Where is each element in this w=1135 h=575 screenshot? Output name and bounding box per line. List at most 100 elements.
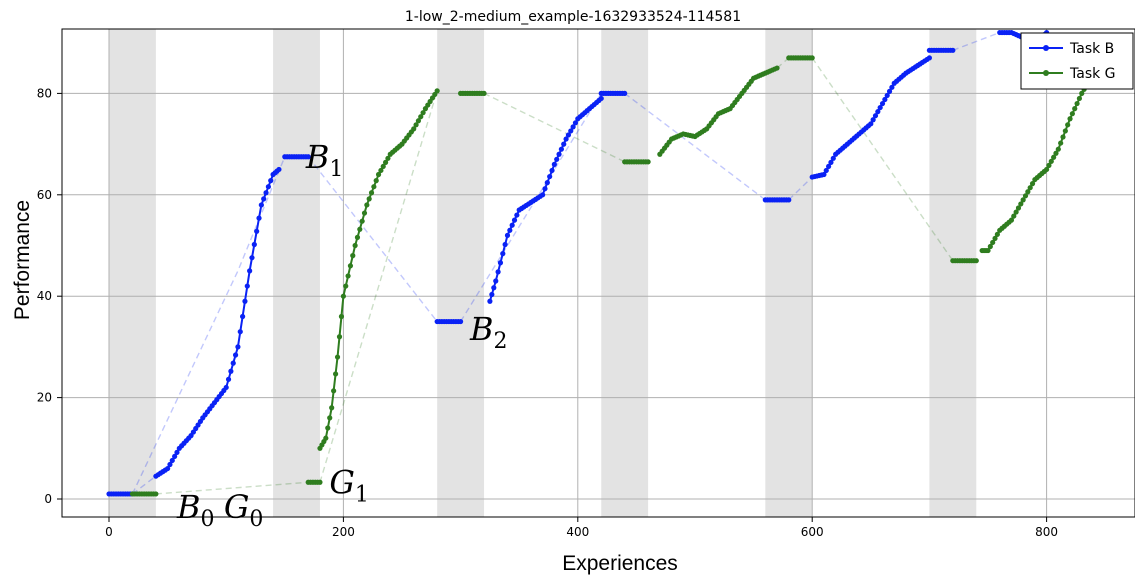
series-point xyxy=(336,334,343,340)
shaded-band xyxy=(109,29,156,517)
series-point xyxy=(276,166,282,173)
series-point xyxy=(172,453,178,460)
legend-marker xyxy=(1043,45,1049,51)
series-point xyxy=(823,167,829,174)
series-point xyxy=(549,167,555,174)
series-line xyxy=(319,90,438,449)
series-point xyxy=(327,415,333,421)
series-point xyxy=(165,465,171,472)
legend-label: Task G xyxy=(1069,66,1116,82)
series-point xyxy=(263,190,269,196)
series-point xyxy=(1074,100,1080,107)
series-point xyxy=(329,405,335,411)
series-point xyxy=(305,154,311,160)
series-point xyxy=(380,163,386,170)
series-point xyxy=(242,298,248,304)
series-point xyxy=(622,90,628,96)
grid-lines xyxy=(62,29,1135,517)
annotation-label: G0 xyxy=(224,488,264,532)
series-point xyxy=(950,47,956,53)
series-point xyxy=(973,258,979,264)
series-point xyxy=(1046,162,1052,168)
series-point xyxy=(493,278,499,284)
series-point xyxy=(774,65,780,71)
shaded-bands xyxy=(109,29,977,517)
series-point xyxy=(167,461,173,468)
series-point xyxy=(514,212,520,218)
series-point xyxy=(364,202,370,208)
series-point xyxy=(1079,90,1085,96)
series-point xyxy=(830,155,836,161)
shaded-band xyxy=(765,29,813,517)
series-point xyxy=(361,210,368,216)
legend-box xyxy=(1020,32,1134,90)
series-point xyxy=(500,251,506,257)
series-point xyxy=(875,109,881,115)
series-point xyxy=(1065,122,1071,128)
series-point xyxy=(334,354,341,360)
series-point xyxy=(1013,209,1019,215)
series-point xyxy=(371,184,377,190)
series-point xyxy=(509,222,515,228)
series-point xyxy=(497,260,504,266)
series-point xyxy=(418,114,424,120)
annotation-label: B2 xyxy=(469,310,508,354)
series-point xyxy=(786,197,792,203)
series-point xyxy=(1015,205,1022,211)
series-point xyxy=(223,384,229,391)
series-point xyxy=(491,285,497,291)
series-point xyxy=(821,171,827,178)
x-tick-label: 600 xyxy=(801,525,824,539)
series-connector xyxy=(131,156,286,495)
series-point xyxy=(1025,189,1031,195)
series-point xyxy=(1067,116,1073,122)
series-point xyxy=(357,226,363,232)
series-point xyxy=(345,273,351,279)
series-point xyxy=(987,243,993,250)
series-point xyxy=(1072,106,1078,112)
series-point xyxy=(554,156,560,162)
series-connectors xyxy=(131,31,1000,495)
series-point xyxy=(828,159,834,165)
series-point xyxy=(340,293,346,299)
series-point xyxy=(240,313,246,320)
series-point xyxy=(258,202,264,208)
series-point xyxy=(889,84,895,90)
annotation-label: B1 xyxy=(305,138,344,182)
series-point xyxy=(228,368,234,374)
series-point xyxy=(872,113,879,119)
series-point xyxy=(350,253,356,259)
annotation-label: G1 xyxy=(329,463,369,507)
y-tick-label: 40 xyxy=(37,289,52,303)
shaded-band xyxy=(437,29,485,517)
series-point xyxy=(1051,154,1057,160)
series-point xyxy=(572,120,579,126)
series-point xyxy=(1018,201,1024,207)
x-tick-label: 800 xyxy=(1035,525,1058,539)
series-point xyxy=(354,234,361,240)
series-point xyxy=(563,136,569,142)
series-line xyxy=(811,57,930,179)
series-point xyxy=(169,457,175,464)
series-point xyxy=(1020,197,1026,203)
series-point xyxy=(323,435,329,441)
series-point xyxy=(1069,111,1075,117)
series-connector xyxy=(811,57,954,262)
series-point xyxy=(886,88,893,94)
axis-ticks: 0 200 400 600 800 0 20 40 60 80 xyxy=(37,86,1058,539)
series-point xyxy=(1060,134,1066,140)
series-point xyxy=(343,283,349,289)
x-axis-label: Experiences xyxy=(562,552,678,575)
series-point xyxy=(1008,217,1015,223)
series-point xyxy=(542,186,548,192)
series-point xyxy=(352,242,358,249)
series-point xyxy=(373,178,379,184)
series-point xyxy=(338,313,345,320)
series-point xyxy=(225,376,232,382)
series-point xyxy=(254,228,260,234)
series-connector xyxy=(132,475,157,495)
series-line xyxy=(488,97,602,302)
series-point xyxy=(985,247,991,254)
legend: Task B Task G xyxy=(1020,32,1134,90)
